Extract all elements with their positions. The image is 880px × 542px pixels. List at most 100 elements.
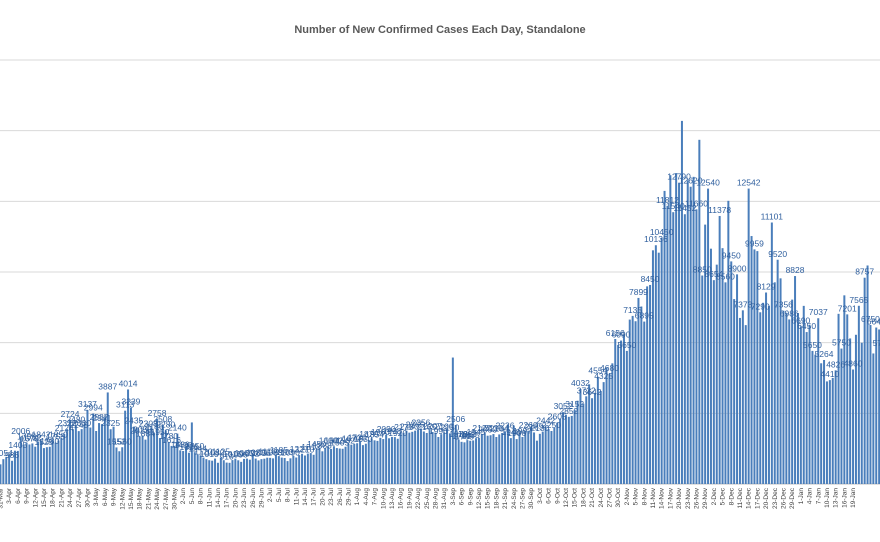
bar-271 bbox=[785, 312, 788, 484]
data-label-20: 1850 bbox=[49, 429, 68, 439]
bar-219 bbox=[634, 321, 637, 484]
bar-163 bbox=[472, 440, 475, 484]
data-label-17: 1580 bbox=[40, 436, 59, 446]
data-label-182: 2260 bbox=[519, 420, 538, 430]
data-label-238: 12620 bbox=[679, 176, 703, 186]
bar-289 bbox=[837, 313, 840, 484]
bar-56 bbox=[161, 424, 164, 484]
data-label-10: 1678 bbox=[20, 433, 39, 443]
x-tick-label-84: 8-Dec bbox=[728, 487, 735, 505]
x-tick-label-6: 18-Apr bbox=[50, 487, 57, 507]
bar-5 bbox=[13, 450, 16, 484]
bar-157 bbox=[454, 424, 457, 484]
data-label-109: 1450 bbox=[307, 439, 326, 449]
data-label-155: 2150 bbox=[440, 422, 459, 432]
data-label-38: 2325 bbox=[101, 418, 120, 428]
data-label-186: 2130 bbox=[530, 423, 549, 433]
bar-113 bbox=[327, 446, 330, 484]
data-label-121: 1670 bbox=[342, 434, 361, 444]
data-label-145: 2356 bbox=[411, 418, 430, 428]
bar-7 bbox=[19, 436, 22, 484]
bar-251 bbox=[727, 200, 730, 484]
x-tick-label-30: 29-Jun bbox=[258, 488, 265, 508]
data-label-65: 1326 bbox=[179, 442, 198, 452]
x-tick-label-94: 7-Jan bbox=[815, 488, 822, 505]
data-label-19: 1755 bbox=[46, 432, 65, 442]
bar-105 bbox=[303, 455, 306, 484]
bar-240 bbox=[695, 209, 698, 484]
x-tick-label-72: 2-Nov bbox=[624, 487, 631, 505]
data-label-80: 1015 bbox=[223, 449, 242, 459]
data-label-222: 6895 bbox=[635, 311, 654, 321]
bar-57 bbox=[164, 430, 167, 484]
x-tick-label-24: 11-Jun bbox=[206, 488, 213, 508]
x-tick-label-40: 29-Jul bbox=[345, 487, 352, 505]
x-tick-label-91: 29-Dec bbox=[789, 487, 796, 509]
x-tick-label-60: 27-Sep bbox=[519, 488, 526, 509]
x-tick-label-32: 5-Jul bbox=[276, 487, 283, 502]
x-tick-label-63: 6-Oct bbox=[546, 488, 553, 504]
bar-117 bbox=[338, 448, 341, 484]
bar-261 bbox=[756, 251, 759, 484]
data-label-256: 7373 bbox=[733, 299, 752, 309]
bar-298 bbox=[863, 277, 866, 484]
x-tick-label-1: 3-Apr bbox=[6, 487, 13, 504]
data-label-51: 2308 bbox=[139, 419, 158, 429]
bar-274 bbox=[794, 276, 797, 484]
bar-9 bbox=[25, 442, 28, 484]
x-tick-label-26: 17-Jun bbox=[224, 488, 231, 508]
bar-255 bbox=[738, 317, 741, 484]
data-label-226: 10136 bbox=[644, 234, 668, 244]
data-label-282: 7037 bbox=[809, 307, 828, 317]
x-tick-label-50: 28-Aug bbox=[432, 488, 439, 509]
bar-27 bbox=[77, 431, 80, 484]
x-tick-label-47: 19-Aug bbox=[406, 488, 413, 509]
bar-156 bbox=[451, 357, 454, 484]
bar-76 bbox=[219, 457, 222, 484]
x-tick-label-61: 30-Sep bbox=[528, 488, 535, 509]
data-label-6: 1405 bbox=[8, 440, 27, 450]
x-tick-label-86: 14-Dec bbox=[746, 487, 753, 509]
data-label-286: 4410 bbox=[820, 369, 839, 379]
bar-114 bbox=[330, 448, 333, 484]
bar-102 bbox=[295, 457, 298, 484]
data-label-43: 3113 bbox=[116, 400, 135, 410]
bar-44 bbox=[127, 389, 130, 484]
bar-97 bbox=[280, 457, 283, 484]
bar-217 bbox=[628, 319, 631, 484]
bar-80 bbox=[231, 460, 234, 484]
bar-238 bbox=[689, 186, 692, 485]
bar-301 bbox=[872, 353, 875, 484]
bar-145 bbox=[419, 428, 422, 484]
bar-242 bbox=[701, 275, 704, 484]
data-label-268: 9520 bbox=[768, 249, 787, 259]
bar-24 bbox=[69, 419, 72, 484]
data-label-300: 6750 bbox=[861, 314, 880, 324]
bar-215 bbox=[622, 334, 625, 484]
x-tick-label-44: 10-Aug bbox=[380, 488, 387, 509]
bar-205 bbox=[593, 393, 596, 484]
bar-134 bbox=[388, 438, 391, 484]
bar-270 bbox=[782, 310, 785, 484]
bar-112 bbox=[324, 448, 327, 484]
bar-36 bbox=[103, 417, 106, 484]
bar-74 bbox=[214, 458, 217, 484]
data-label-111: 1388 bbox=[313, 440, 332, 450]
data-label-24: 2724 bbox=[61, 409, 80, 419]
bar-28 bbox=[80, 429, 83, 484]
bar-281 bbox=[814, 354, 817, 484]
data-label-59: 1616 bbox=[162, 435, 181, 445]
data-label-206: 4554 bbox=[588, 366, 607, 376]
x-tick-label-64: 9-Oct bbox=[554, 488, 561, 504]
data-label-48: 2013 bbox=[130, 426, 149, 436]
bar-278 bbox=[805, 332, 808, 484]
x-tick-label-33: 8-Jul bbox=[285, 487, 292, 502]
data-label-135: 1998 bbox=[382, 426, 401, 436]
bar-132 bbox=[382, 439, 385, 484]
bar-218 bbox=[631, 315, 634, 484]
bar-142 bbox=[411, 431, 414, 484]
bar-4 bbox=[11, 460, 14, 484]
data-label-158: 1876 bbox=[449, 429, 468, 439]
data-label-290: 5750 bbox=[832, 338, 851, 348]
